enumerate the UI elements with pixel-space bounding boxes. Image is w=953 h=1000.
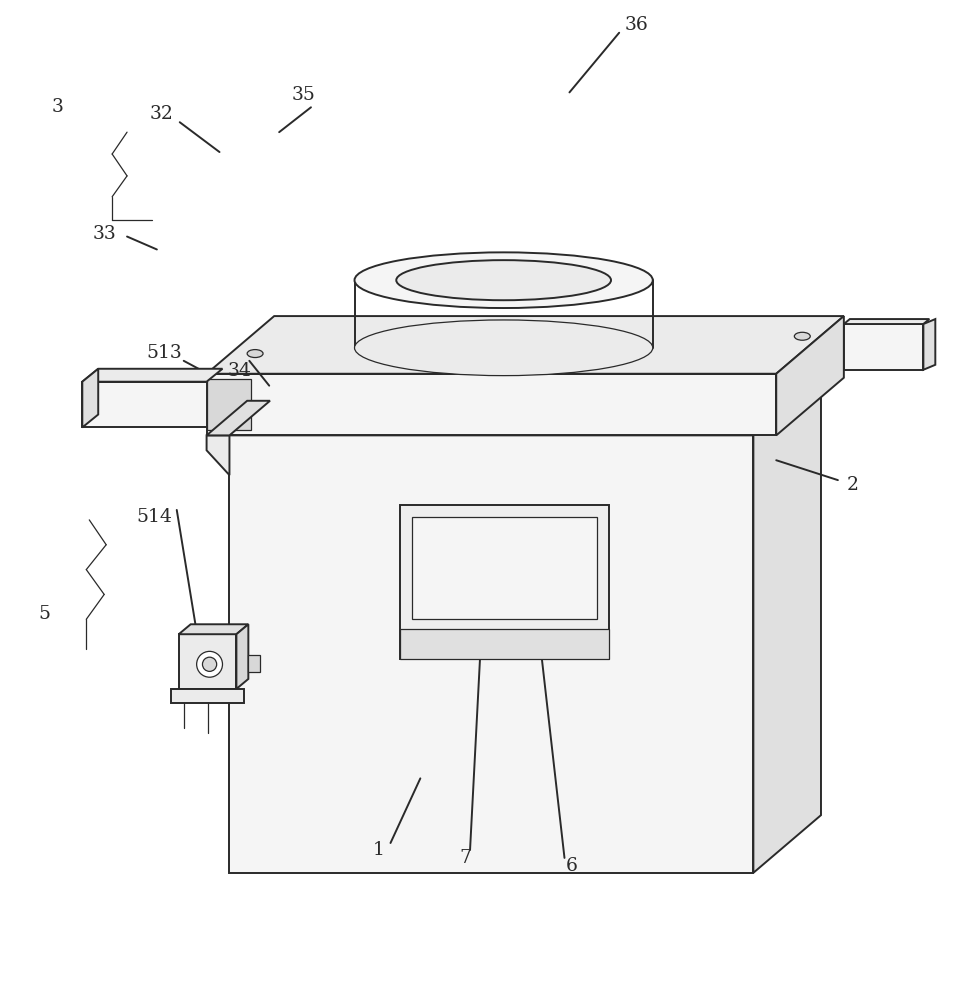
Text: 6: 6 <box>565 857 577 875</box>
Polygon shape <box>207 435 230 475</box>
Ellipse shape <box>794 332 809 340</box>
Text: 32: 32 <box>150 105 173 123</box>
Polygon shape <box>230 435 753 873</box>
Polygon shape <box>207 374 776 435</box>
Polygon shape <box>178 624 248 634</box>
Polygon shape <box>171 689 244 703</box>
Text: 35: 35 <box>292 86 315 104</box>
Circle shape <box>202 657 216 671</box>
Text: 1: 1 <box>373 841 384 859</box>
Text: 514: 514 <box>136 508 172 526</box>
Ellipse shape <box>395 260 610 300</box>
Polygon shape <box>82 369 98 427</box>
Polygon shape <box>207 401 270 435</box>
Ellipse shape <box>355 320 652 376</box>
Polygon shape <box>412 517 597 619</box>
Text: 5: 5 <box>38 605 51 623</box>
Text: 7: 7 <box>458 849 471 867</box>
Polygon shape <box>843 324 923 370</box>
Polygon shape <box>230 378 821 435</box>
Polygon shape <box>843 319 928 324</box>
Polygon shape <box>776 316 843 435</box>
Polygon shape <box>82 369 222 382</box>
Text: 36: 36 <box>623 16 647 34</box>
Polygon shape <box>207 316 843 374</box>
Polygon shape <box>753 378 821 873</box>
Text: 2: 2 <box>846 476 858 494</box>
Polygon shape <box>82 382 207 427</box>
Text: 33: 33 <box>92 225 116 243</box>
Circle shape <box>196 651 222 677</box>
Polygon shape <box>400 505 609 659</box>
Text: 3: 3 <box>51 98 63 116</box>
Ellipse shape <box>355 252 652 308</box>
Polygon shape <box>923 319 934 370</box>
Polygon shape <box>178 634 236 689</box>
Text: 513: 513 <box>146 344 181 362</box>
Polygon shape <box>236 624 248 689</box>
Bar <box>248 655 260 672</box>
Polygon shape <box>400 629 609 659</box>
Polygon shape <box>207 379 251 430</box>
Ellipse shape <box>247 350 263 358</box>
Text: 34: 34 <box>227 362 251 380</box>
